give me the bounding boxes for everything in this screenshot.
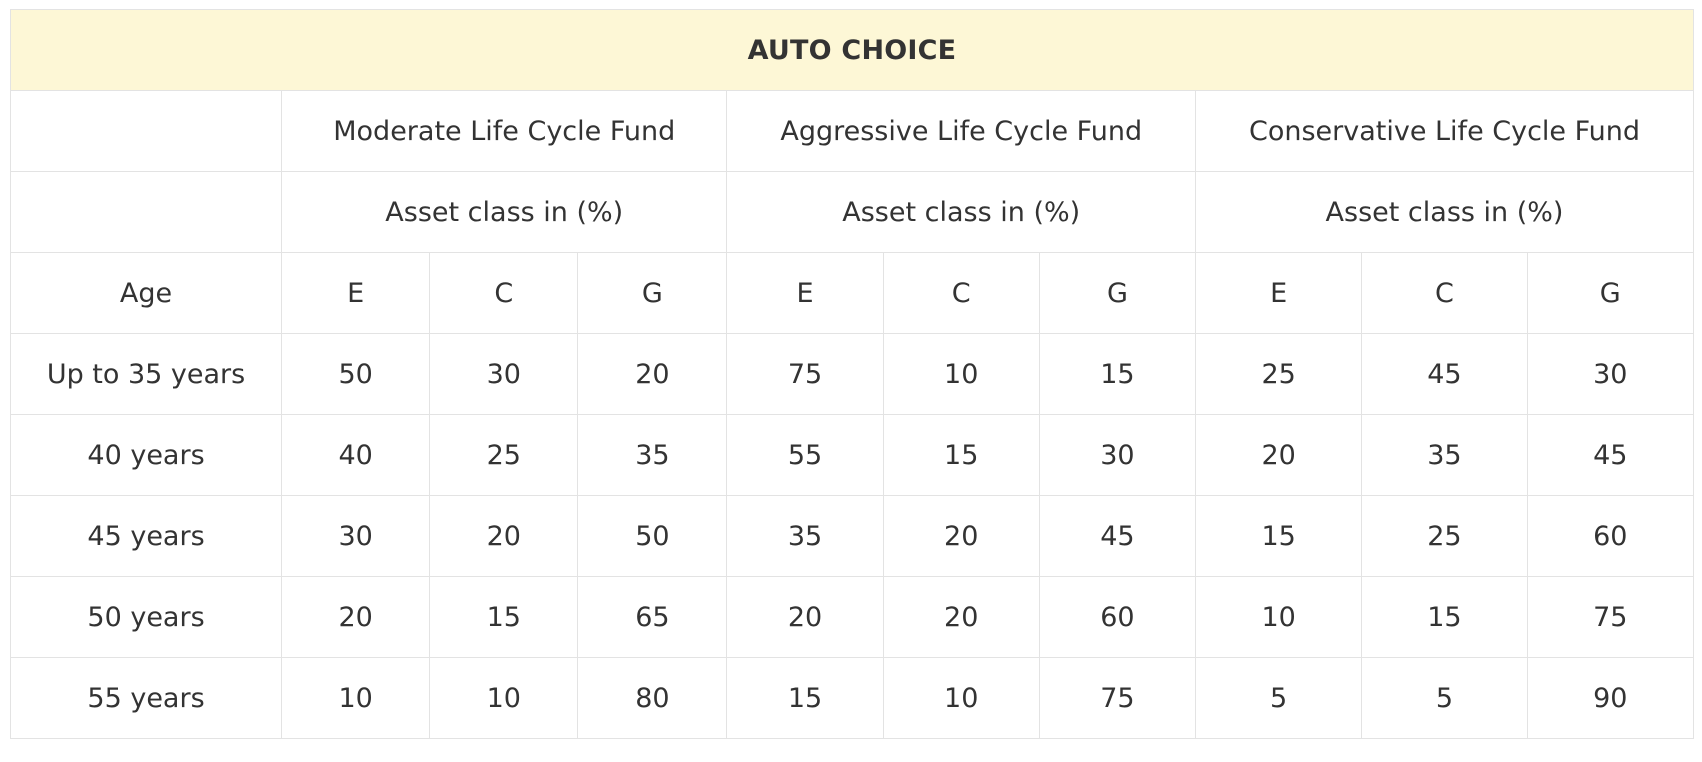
table-cell: 20	[429, 495, 579, 577]
table-cell: 30	[1526, 333, 1695, 415]
table-cell: 5	[1361, 657, 1528, 739]
table-cell: 40	[281, 414, 431, 496]
aggressive-asset-class-header: Asset class in (%)	[726, 171, 1197, 253]
moderate-fund-header: Moderate Life Cycle Fund	[281, 90, 728, 172]
table-cell: 45	[1526, 414, 1695, 496]
table-row: 55 years 10 10 80 15 10 75 5 5 90	[9, 657, 1695, 739]
table-cell: 60	[1526, 495, 1695, 577]
table-cell: 20	[882, 495, 1040, 577]
moderate-equity-header: E	[281, 252, 431, 334]
table-cell: 20	[726, 576, 884, 658]
fund-name-row: Moderate Life Cycle Fund Aggressive Life…	[9, 90, 1694, 172]
table-cell: 75	[1526, 576, 1695, 658]
table-cell: 10	[429, 657, 579, 739]
table-cell: 30	[429, 333, 579, 415]
table-cell: 30	[281, 495, 431, 577]
table-cell: 20	[281, 576, 431, 658]
asset-row-blank-cell	[9, 171, 283, 253]
table-cell: 50	[281, 333, 431, 415]
table-cell: 25	[1195, 333, 1363, 415]
table-cell: 55	[726, 414, 884, 496]
table-cell: 50	[577, 495, 728, 577]
auto-choice-table-container: AUTO CHOICE Moderate Life Cycle Fund Agg…	[9, 9, 1695, 739]
table-cell: 15	[726, 657, 884, 739]
table-cell: 10	[281, 657, 431, 739]
column-header-row: Age E C G E C G E C G	[9, 252, 1695, 334]
table-cell: 35	[726, 495, 884, 577]
table-cell: 15	[1038, 333, 1197, 415]
conservative-asset-class-header: Asset class in (%)	[1195, 171, 1694, 253]
table-cell: 25	[429, 414, 579, 496]
table-row: 40 years 40 25 35 55 15 30 20 35 45	[9, 414, 1695, 496]
table-cell: 80	[577, 657, 728, 739]
table-cell: 15	[1361, 576, 1528, 658]
age-cell: Up to 35 years	[9, 333, 283, 415]
moderate-government-header: G	[577, 252, 728, 334]
table-cell: 25	[1361, 495, 1528, 577]
aggressive-government-header: G	[1038, 252, 1197, 334]
table-cell: 20	[1195, 414, 1363, 496]
conservative-equity-header: E	[1195, 252, 1363, 334]
age-cell: 40 years	[9, 414, 283, 496]
table-cell: 5	[1195, 657, 1363, 739]
table-cell: 35	[1361, 414, 1528, 496]
moderate-asset-class-header: Asset class in (%)	[281, 171, 728, 253]
table-cell: 60	[1038, 576, 1197, 658]
table-cell: 45	[1038, 495, 1197, 577]
aggressive-corporate-header: C	[882, 252, 1040, 334]
table-cell: 90	[1526, 657, 1695, 739]
table-cell: 10	[1195, 576, 1363, 658]
table-cell: 20	[882, 576, 1040, 658]
table-row: Up to 35 years 50 30 20 75 10 15 25 45 3…	[9, 333, 1695, 415]
conservative-fund-header: Conservative Life Cycle Fund	[1195, 90, 1694, 172]
title-row: AUTO CHOICE	[10, 9, 1694, 91]
age-cell: 50 years	[9, 576, 283, 658]
table-cell: 15	[882, 414, 1040, 496]
fund-row-blank-cell	[9, 90, 283, 172]
table-cell: 75	[726, 333, 884, 415]
table-cell: 20	[577, 333, 728, 415]
aggressive-equity-header: E	[726, 252, 884, 334]
table-title: AUTO CHOICE	[10, 9, 1694, 91]
asset-class-row: Asset class in (%) Asset class in (%) As…	[9, 171, 1694, 253]
table-cell: 75	[1038, 657, 1197, 739]
table-cell: 10	[882, 657, 1040, 739]
table-cell: 15	[1195, 495, 1363, 577]
table-cell: 10	[882, 333, 1040, 415]
table-row: 50 years 20 15 65 20 20 60 10 15 75	[9, 576, 1695, 658]
table-cell: 45	[1361, 333, 1528, 415]
moderate-corporate-header: C	[429, 252, 579, 334]
auto-choice-table: AUTO CHOICE Moderate Life Cycle Fund Agg…	[9, 9, 1695, 739]
conservative-corporate-header: C	[1361, 252, 1528, 334]
table-row: 45 years 30 20 50 35 20 45 15 25 60	[9, 495, 1695, 577]
conservative-government-header: G	[1526, 252, 1695, 334]
aggressive-fund-header: Aggressive Life Cycle Fund	[726, 90, 1197, 172]
age-cell: 55 years	[9, 657, 283, 739]
table-cell: 65	[577, 576, 728, 658]
age-column-header: Age	[9, 252, 283, 334]
age-cell: 45 years	[9, 495, 283, 577]
table-cell: 35	[577, 414, 728, 496]
table-cell: 30	[1038, 414, 1197, 496]
table-cell: 15	[429, 576, 579, 658]
